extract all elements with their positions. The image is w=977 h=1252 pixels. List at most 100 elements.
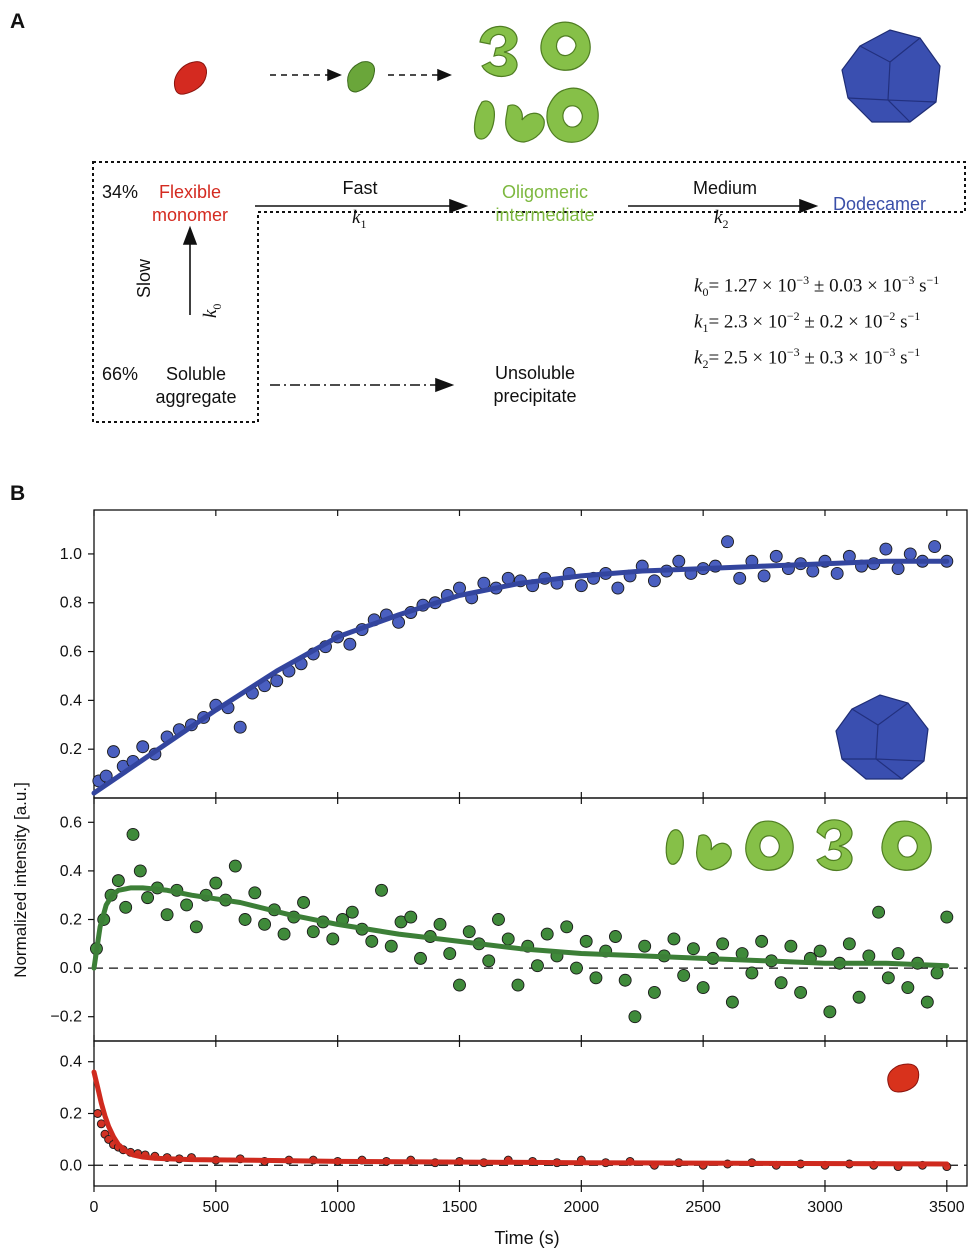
rate-k2: k2= 2.5 × 10−3 ± 0.3 × 10−3 s−1: [694, 345, 921, 372]
kinetics-chart: Normalized intensity [a.u.] Time (s) 0.2…: [11, 509, 968, 1248]
data-point-intermediate: [462, 925, 476, 939]
data-point-dodecamer: [769, 549, 783, 563]
rate-k1: k1= 2.3 × 10−2 ± 0.2 × 10−2 s−1: [694, 309, 921, 336]
intermediate-label-line1: Oligomeric: [501, 182, 589, 202]
data-point-dodecamer: [611, 581, 625, 595]
data-point-intermediate: [570, 961, 583, 975]
data-point-intermediate: [794, 985, 808, 999]
data-point-intermediate: [443, 947, 457, 960]
data-point-dodecamer: [270, 674, 284, 688]
slow-label: Slow: [134, 258, 154, 298]
rate-constants: k0= 1.27 × 10−3 ± 0.03 × 10−3 s−1 k1= 2.…: [694, 268, 939, 376]
oligomer-inset-icon: [665, 819, 932, 872]
data-point-intermediate: [891, 947, 905, 960]
data-point-intermediate: [696, 981, 710, 994]
y-tick-label-dodecamer: 0.8: [60, 595, 82, 612]
data-point-intermediate: [414, 951, 427, 965]
pathway-dotted-box: [92, 161, 966, 423]
y-tick-label-monomer: 0.4: [60, 1054, 82, 1071]
intermediate-label: Oligomeric intermediate: [475, 181, 615, 227]
monomer-label-line1: Flexible: [158, 182, 222, 202]
data-point-intermediate: [823, 1005, 837, 1019]
data-point-intermediate: [618, 973, 632, 987]
data-point-intermediate: [842, 937, 856, 951]
data-point-dodecamer: [107, 745, 120, 759]
k0-arrow-label: k0: [200, 303, 224, 318]
y-tick-label-intermediate: 0.6: [60, 814, 82, 831]
plot-frame-intermediate: [93, 797, 968, 1042]
data-point-intermediate: [258, 917, 272, 931]
fit-line-intermediate: [91, 885, 950, 971]
oligomer-structures-icon: [473, 21, 599, 143]
data-point-intermediate: [306, 925, 320, 939]
data-point-intermediate: [141, 891, 155, 905]
data-point-intermediate: [511, 978, 525, 992]
data-point-intermediate: [540, 927, 554, 941]
data-point-intermediate: [920, 995, 934, 1009]
y-tick-label-monomer: 0.0: [60, 1157, 82, 1174]
k1-arrow-label: k1: [352, 207, 367, 231]
data-point-intermediate: [784, 939, 798, 953]
dodecamer-label: Dodecamer: [833, 194, 927, 214]
data-point-intermediate: [126, 828, 140, 841]
data-point-monomer: [93, 1109, 103, 1118]
medium-label: Medium: [692, 178, 758, 198]
dodecamer-structure-icon: [841, 29, 941, 123]
small-oligomer-icon: [347, 61, 375, 93]
data-point-intermediate: [531, 959, 544, 973]
y-tick-label-intermediate: 0.0: [60, 960, 82, 977]
monomer-label-line2: monomer: [151, 205, 229, 225]
data-point-intermediate: [277, 927, 291, 941]
data-point-intermediate: [209, 876, 223, 890]
monomer-inset-icon: [887, 1063, 920, 1093]
precipitate-label: Unsoluble precipitate: [470, 362, 600, 408]
data-point-intermediate: [628, 1010, 642, 1024]
data-point-dodecamer: [757, 569, 771, 583]
x-tick-label: 3500: [929, 1199, 965, 1216]
data-point-dodecamer: [903, 547, 917, 561]
aggregate-label: Soluble aggregate: [146, 363, 246, 409]
data-point-intermediate: [638, 939, 652, 953]
data-point-intermediate: [686, 942, 700, 956]
data-point-dodecamer: [879, 542, 893, 556]
data-point-intermediate: [384, 939, 398, 953]
data-point-intermediate: [881, 971, 895, 985]
rate-k0: k0= 1.27 × 10−3 ± 0.03 × 10−3 s−1: [694, 273, 940, 300]
data-point-intermediate: [238, 913, 252, 926]
y-tick-label-dodecamer: 1.0: [60, 546, 82, 563]
dodecamer-inset-icon: [835, 694, 929, 780]
x-tick-label: 1500: [442, 1199, 478, 1216]
y-axis-label: Normalized intensity [a.u.]: [11, 782, 30, 978]
data-point-intermediate: [297, 896, 310, 909]
data-point-intermediate: [189, 920, 203, 934]
precipitate-label-line2: precipitate: [493, 386, 577, 406]
data-point-intermediate: [228, 859, 242, 873]
precipitate-label-line1: Unsoluble: [494, 363, 576, 383]
plot-frame-dodecamer: [93, 509, 968, 799]
data-point-intermediate: [755, 934, 769, 948]
data-point-intermediate: [813, 944, 827, 958]
fast-label: Fast: [342, 178, 378, 198]
intermediate-label-line2: intermediate: [495, 205, 595, 225]
data-point-intermediate: [901, 981, 915, 994]
y-tick-label-monomer: 0.2: [60, 1106, 82, 1123]
k2-arrow-label: k2: [714, 207, 729, 231]
fit-line-monomer: [91, 1069, 950, 1167]
data-point-intermediate: [111, 874, 125, 888]
data-point-intermediate: [160, 908, 174, 922]
data-point-intermediate: [375, 883, 388, 897]
x-tick-label: 2000: [564, 1199, 600, 1216]
aggregate-label-line2: aggregate: [155, 387, 237, 407]
data-point-dodecamer: [928, 540, 942, 554]
x-tick-label: 0: [90, 1199, 99, 1216]
panel-a-letter: A: [10, 10, 26, 33]
data-point-intermediate: [774, 976, 788, 990]
monomer-structure-icon: [173, 61, 207, 95]
data-point-intermediate: [492, 913, 505, 926]
data-point-intermediate: [326, 932, 340, 946]
data-point-intermediate: [930, 966, 944, 980]
data-point-intermediate: [365, 934, 379, 948]
aggregate-percent: 66%: [102, 364, 139, 384]
data-point-intermediate: [180, 898, 194, 912]
x-axis-label: Time (s): [494, 1228, 559, 1248]
